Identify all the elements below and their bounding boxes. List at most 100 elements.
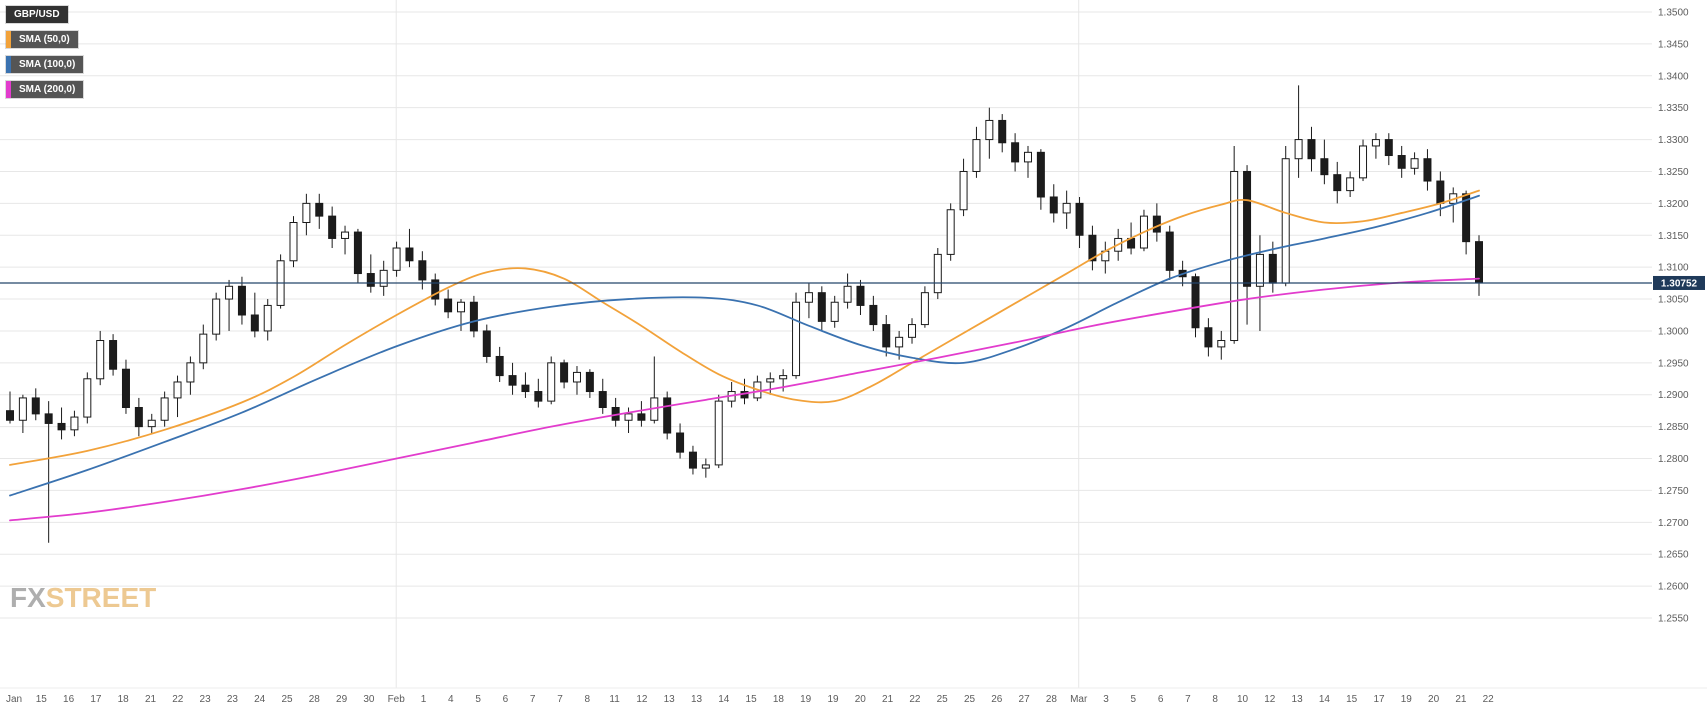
sma100-color-chip [6,56,11,73]
svg-text:1.3000: 1.3000 [1658,326,1689,337]
svg-text:1.3500: 1.3500 [1658,8,1689,19]
svg-text:1.3300: 1.3300 [1658,135,1689,146]
svg-text:29: 29 [336,694,348,705]
svg-text:1: 1 [421,694,427,705]
svg-text:1.3400: 1.3400 [1658,71,1689,82]
sma200-badge[interactable]: SMA (200,0) [6,81,84,98]
watermark-street: STREET [45,582,157,613]
svg-text:25: 25 [281,694,293,705]
sma-line-100 [9,194,1480,497]
svg-text:8: 8 [585,694,591,705]
svg-text:5: 5 [475,694,481,705]
svg-text:1.3200: 1.3200 [1658,199,1689,210]
svg-text:20: 20 [855,694,867,705]
svg-text:Jan: Jan [6,694,22,705]
svg-text:1.2600: 1.2600 [1658,582,1689,593]
instrument-label: GBP/USD [14,9,60,20]
svg-text:1.2800: 1.2800 [1658,454,1689,465]
svg-text:22: 22 [909,694,921,705]
watermark-fx: FX [10,582,46,613]
svg-text:1.2750: 1.2750 [1658,486,1689,497]
fxstreet-watermark: FXSTREET [10,582,156,614]
sma200-label: SMA (200,0) [19,84,76,95]
x-axis-labels: Jan 15 16 17 18 21 22 23 23 24 25 28 29 30 Feb 1 4 5 6 7 7 8 1… [6,694,1494,705]
grid-layer [0,0,1707,689]
svg-text:6: 6 [1158,694,1164,705]
svg-text:1.2950: 1.2950 [1658,358,1689,369]
current-price-label: 1.30752 [1653,275,1705,290]
svg-text:12: 12 [636,694,648,705]
svg-text:20: 20 [1428,694,1440,705]
svg-text:10: 10 [1237,694,1249,705]
svg-text:6: 6 [503,694,509,705]
svg-text:21: 21 [882,694,894,705]
svg-text:23: 23 [200,694,212,705]
svg-text:1.3050: 1.3050 [1658,295,1689,306]
svg-text:23: 23 [227,694,239,705]
svg-text:1.2850: 1.2850 [1658,422,1689,433]
svg-text:28: 28 [1046,694,1058,705]
svg-text:12: 12 [1264,694,1276,705]
svg-text:7: 7 [557,694,563,705]
svg-text:14: 14 [718,694,730,705]
svg-text:1.30752: 1.30752 [1661,278,1698,289]
sma100-badge[interactable]: SMA (100,0) [6,56,84,73]
svg-text:19: 19 [800,694,812,705]
svg-text:17: 17 [90,694,102,705]
svg-text:1.2700: 1.2700 [1658,518,1689,529]
sma-line-50 [9,189,1480,466]
svg-text:15: 15 [36,694,48,705]
svg-text:13: 13 [1292,694,1304,705]
svg-text:19: 19 [1401,694,1413,705]
sma200-color-chip [6,81,11,98]
svg-text:1.3350: 1.3350 [1658,103,1689,114]
svg-text:18: 18 [773,694,785,705]
svg-text:18: 18 [118,694,130,705]
svg-text:24: 24 [254,694,266,705]
svg-text:14: 14 [1319,694,1331,705]
svg-text:1.3100: 1.3100 [1658,263,1689,274]
svg-text:7: 7 [1185,694,1191,705]
svg-text:Mar: Mar [1070,694,1088,705]
sma50-label: SMA (50,0) [19,34,70,45]
svg-text:4: 4 [448,694,454,705]
svg-text:Feb: Feb [388,694,406,705]
svg-text:21: 21 [145,694,157,705]
svg-text:11: 11 [609,694,620,705]
svg-text:13: 13 [691,694,703,705]
svg-text:19: 19 [827,694,839,705]
svg-text:17: 17 [1373,694,1385,705]
svg-text:3: 3 [1103,694,1109,705]
svg-text:1.3150: 1.3150 [1658,231,1689,242]
svg-text:1.3450: 1.3450 [1658,39,1689,50]
svg-text:7: 7 [530,694,536,705]
svg-text:8: 8 [1212,694,1218,705]
candles-layer [6,85,1483,543]
sma50-color-chip [6,31,11,48]
svg-text:5: 5 [1131,694,1137,705]
svg-text:26: 26 [991,694,1003,705]
svg-text:1.2900: 1.2900 [1658,390,1689,401]
svg-text:16: 16 [63,694,75,705]
svg-text:15: 15 [1346,694,1358,705]
svg-text:25: 25 [964,694,976,705]
sma100-label: SMA (100,0) [19,59,76,70]
legend: GBP/USD SMA (50,0) SMA (100,0) SMA (200,… [6,6,84,98]
sma50-badge[interactable]: SMA (50,0) [6,31,78,48]
svg-text:27: 27 [1019,694,1031,705]
svg-text:30: 30 [363,694,375,705]
instrument-badge[interactable]: GBP/USD [6,6,68,23]
svg-text:22: 22 [1483,694,1495,705]
sma-line-200 [9,277,1480,522]
svg-text:21: 21 [1455,694,1467,705]
svg-text:1.2550: 1.2550 [1658,614,1689,625]
svg-text:13: 13 [664,694,676,705]
svg-text:15: 15 [746,694,758,705]
y-axis-labels: 1.3500 1.3450 1.3400 1.3350 1.3300 1.3250 1.32… [1658,8,1689,625]
svg-text:22: 22 [172,694,184,705]
svg-text:28: 28 [309,694,321,705]
svg-text:1.2650: 1.2650 [1658,550,1689,561]
svg-text:1.3250: 1.3250 [1658,167,1689,178]
